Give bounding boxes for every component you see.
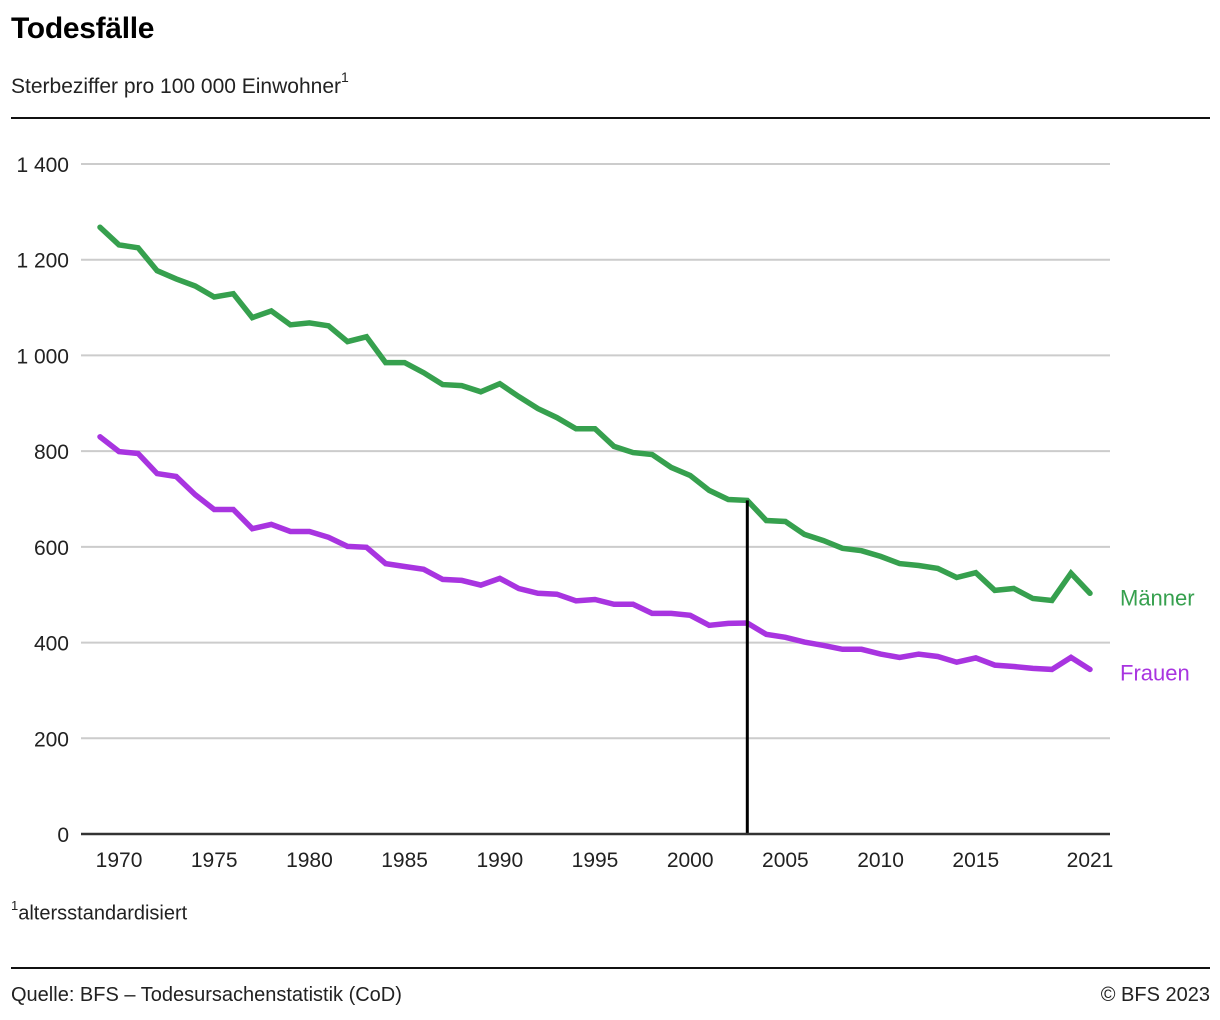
series-labels: Männer Frauen (1120, 585, 1195, 685)
x-tick-label: 1970 (96, 849, 143, 872)
subtitle-text: Sterbeziffer pro 100 000 Einwohner (11, 75, 341, 98)
x-tick-label: 1975 (191, 849, 238, 872)
x-tick-label: 2015 (952, 849, 999, 872)
source-note: Quelle: BFS – Todesursachenstatistik (Co… (11, 984, 402, 1006)
chart-subtitle: Sterbeziffer pro 100 000 Einwohner1 (11, 69, 349, 99)
y-tick-label: 1 000 (16, 345, 69, 368)
x-tick-label: 2010 (857, 849, 904, 872)
top-divider (11, 117, 1210, 119)
series-line-maenner (97, 224, 1093, 604)
bottom-divider (11, 967, 1210, 969)
y-tick-label: 800 (34, 441, 69, 464)
y-tick-label: 1 400 (16, 154, 69, 177)
footnote-text: altersstandardisiert (18, 902, 188, 925)
y-tick-label: 0 (57, 824, 69, 847)
copyright: © BFS 2023 (1100, 984, 1210, 1006)
y-tick-label: 200 (34, 728, 69, 751)
subtitle-footnote-marker: 1 (341, 69, 349, 85)
x-axis-ticks: 1970 1975 1980 1985 1990 1995 2000 2005 2010 2015… (96, 849, 1114, 872)
y-tick-label: 400 (34, 633, 69, 656)
chart-title: Todesfälle (11, 12, 155, 45)
footnote: 1altersstandardisiert (11, 898, 188, 926)
y-tick-label: 600 (34, 537, 69, 560)
x-tick-label: 1980 (286, 849, 333, 872)
series-lines (97, 224, 1093, 673)
series-line-frauen (97, 434, 1093, 673)
series-label-frauen: Frauen (1120, 660, 1190, 685)
y-axis-ticks: 0 200 400 600 800 1 000 1 200 1 400 (16, 154, 69, 847)
x-tick-label: 1985 (381, 849, 428, 872)
x-tick-label: 1990 (476, 849, 523, 872)
series-label-maenner: Männer (1120, 585, 1195, 610)
y-tick-label: 1 200 (16, 250, 69, 273)
x-tick-label: 2021 (1067, 849, 1114, 872)
x-tick-label: 2000 (667, 849, 714, 872)
x-tick-label: 1995 (572, 849, 619, 872)
gridlines (81, 163, 1110, 740)
footnote-marker: 1 (11, 898, 19, 913)
x-tick-label: 2005 (762, 849, 809, 872)
